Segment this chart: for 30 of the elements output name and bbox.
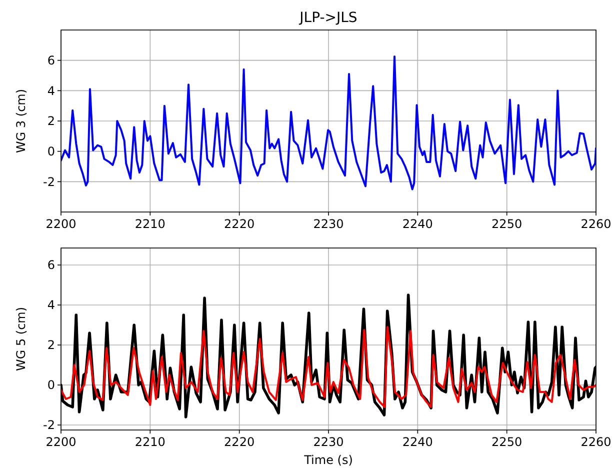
x-tick-label: 2230	[313, 435, 344, 449]
y-tick-label: 6	[47, 54, 55, 68]
x-tick-label: 2240	[402, 217, 433, 231]
x-tick-label: 2220	[224, 217, 255, 231]
x-tick-label: 2210	[134, 217, 166, 231]
x-tick-label: 2240	[402, 435, 433, 449]
y-tick-label: -2	[43, 174, 55, 189]
line-series	[61, 56, 596, 190]
y-tick-label: 6	[47, 258, 55, 272]
x-axis-title: Time (s)	[303, 453, 353, 467]
x-tick-label: 2250	[492, 217, 522, 231]
x-tick-label: 2200	[46, 217, 76, 231]
line-series	[61, 326, 596, 408]
y-tick-label: 4	[47, 298, 55, 312]
x-tick-label: 2260	[580, 217, 612, 231]
y-axis-title: WG 3 (cm)	[14, 88, 28, 154]
x-tick-label: 2200	[46, 435, 76, 449]
x-tick-label: 2210	[134, 435, 166, 449]
x-tick-label: 2250	[492, 435, 522, 449]
y-tick-label: 0	[47, 378, 55, 392]
y-tick-label: -2	[43, 418, 55, 432]
y-tick-label: 4	[47, 84, 55, 98]
x-tick-label: 2260	[580, 435, 612, 449]
y-tick-label: 2	[47, 114, 55, 128]
x-tick-label: 2230	[313, 217, 344, 231]
y-tick-label: 0	[47, 144, 55, 159]
chart-title: JLP->JLS	[298, 10, 358, 26]
y-tick-label: 2	[47, 338, 55, 352]
x-tick-label: 2220	[224, 435, 255, 449]
y-axis-title: WG 5 (cm)	[14, 306, 28, 372]
